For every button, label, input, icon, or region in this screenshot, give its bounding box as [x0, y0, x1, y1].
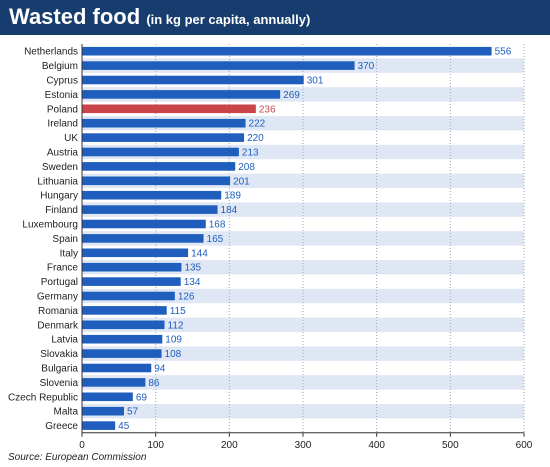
category-label: Slovakia — [40, 349, 78, 360]
bar — [82, 219, 206, 229]
data-label: 112 — [168, 320, 184, 331]
data-label: 236 — [259, 104, 276, 115]
bar — [82, 162, 236, 171]
bar — [82, 75, 304, 85]
data-label: 301 — [307, 76, 324, 87]
data-label: 94 — [154, 364, 166, 375]
data-label: 370 — [358, 61, 375, 72]
x-tick-label: 400 — [368, 440, 385, 450]
data-label: 115 — [170, 306, 186, 317]
data-label: 168 — [209, 220, 226, 231]
bar — [82, 147, 239, 157]
category-label: France — [47, 263, 79, 274]
data-label: 144 — [191, 248, 208, 259]
bar — [82, 320, 165, 330]
category-label: Greece — [45, 421, 78, 432]
data-label: 108 — [165, 349, 182, 360]
category-label: Belgium — [42, 61, 78, 72]
bar — [82, 133, 245, 142]
data-label: 45 — [118, 421, 130, 432]
category-label: Netherlands — [24, 47, 78, 58]
category-label: Lithuania — [37, 176, 78, 187]
bar — [82, 363, 152, 373]
data-label: 213 — [242, 148, 259, 159]
chart-title: Wasted food (in kg per capita, annually) — [9, 4, 311, 29]
chart-subtitle: (in kg per capita, annually) — [146, 12, 311, 27]
category-label: Spain — [52, 234, 78, 245]
category-label: Latvia — [51, 335, 78, 346]
data-label: 69 — [136, 392, 148, 403]
bar — [82, 104, 256, 114]
data-label: 165 — [207, 234, 224, 245]
category-label: Finland — [45, 205, 78, 216]
data-label: 269 — [283, 90, 300, 101]
bar — [82, 378, 146, 387]
x-tick-label: 600 — [516, 440, 533, 450]
x-tick-label: 300 — [295, 440, 312, 450]
bar — [82, 277, 181, 286]
category-label: Sweden — [42, 162, 78, 173]
row-stripe — [82, 404, 524, 419]
bar — [82, 234, 204, 243]
title-banner: Wasted food (in kg per capita, annually) — [0, 0, 550, 35]
category-label: Bulgaria — [41, 364, 78, 375]
bar — [82, 61, 355, 70]
category-label: Romania — [38, 306, 78, 317]
source-note: Source: European Commission — [8, 452, 147, 463]
category-label: Estonia — [45, 90, 79, 101]
bar — [82, 118, 246, 128]
x-tick-label: 0 — [79, 440, 85, 450]
bar — [82, 349, 162, 358]
bar — [82, 421, 116, 430]
data-label: 556 — [495, 47, 512, 58]
bar — [82, 46, 492, 56]
x-tick-label: 500 — [442, 440, 459, 450]
bar — [82, 306, 167, 315]
category-label: Malta — [54, 407, 79, 418]
data-label: 126 — [178, 292, 195, 303]
data-label: 222 — [249, 119, 266, 130]
category-label: Portugal — [41, 277, 78, 288]
bar — [82, 392, 133, 402]
data-label: 189 — [224, 191, 241, 202]
data-label: 57 — [127, 407, 139, 418]
category-label: Hungary — [40, 191, 78, 202]
category-label: Slovenia — [40, 378, 79, 389]
bar — [82, 406, 124, 416]
x-tick-label: 100 — [147, 440, 164, 450]
category-label: Czech Republic — [8, 392, 78, 403]
category-label: Poland — [47, 104, 78, 115]
data-label: 220 — [247, 133, 264, 144]
row-stripe — [82, 260, 524, 275]
data-label: 135 — [184, 263, 201, 274]
bar — [82, 205, 218, 214]
bar-chart: Netherlands 556 Belgium 370 Cyprus 301 Estonia… — [8, 44, 533, 450]
data-label: 86 — [148, 378, 160, 389]
category-label: Italy — [60, 248, 78, 259]
row-stripe — [82, 375, 524, 390]
category-label: Cyprus — [46, 76, 78, 87]
data-label: 184 — [221, 205, 238, 216]
category-label: Ireland — [47, 119, 78, 130]
bar — [82, 262, 182, 272]
category-label: Denmark — [37, 320, 79, 331]
data-label: 109 — [165, 335, 182, 346]
bar — [82, 291, 175, 301]
category-label: UK — [64, 133, 78, 144]
bar — [82, 90, 281, 99]
bar — [82, 190, 222, 200]
data-label: 201 — [233, 176, 250, 187]
data-label: 134 — [184, 277, 201, 288]
bar — [82, 248, 189, 258]
row-stripe — [82, 317, 524, 332]
x-tick-label: 200 — [221, 440, 238, 450]
data-label: 208 — [238, 162, 255, 173]
bar — [82, 334, 163, 344]
category-label: Germany — [37, 292, 78, 303]
category-label: Luxembourg — [22, 220, 78, 231]
bar — [82, 176, 231, 186]
category-label: Austria — [47, 148, 79, 159]
